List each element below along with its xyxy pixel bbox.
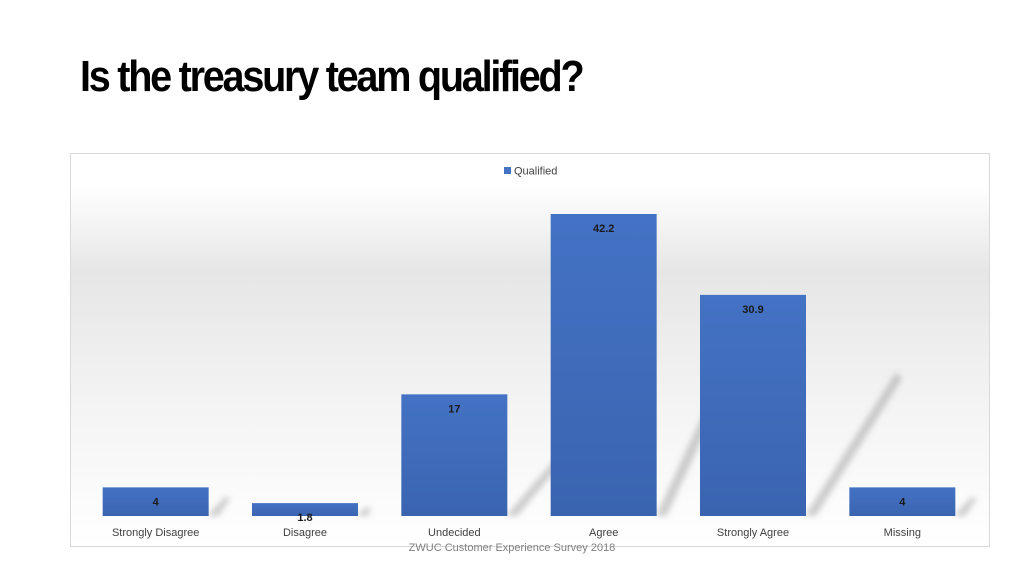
category-label: Missing <box>884 527 921 539</box>
legend-series-name: Qualified <box>514 166 557 178</box>
bars-group <box>102 214 956 516</box>
bar-strongly-agree <box>700 294 806 516</box>
bar-undecided <box>401 394 508 516</box>
slide-title: Is the treasury team qualified? <box>80 52 585 101</box>
bar-shadow <box>358 507 372 516</box>
data-labels-group: 4 1.8 17 42.2 30.9 4 <box>153 223 907 524</box>
chart-area: Qualified 4 1.8 17 42.2 30.9 4 Strongly Disag… <box>70 153 990 547</box>
category-labels-group: Strongly Disagree Disagree Undecided Agree S… <box>112 527 921 539</box>
bar-disagree <box>252 503 358 516</box>
bar-shadow <box>806 372 902 516</box>
legend-swatch <box>504 167 511 174</box>
bar-shadow <box>208 497 231 516</box>
bar-agree <box>550 214 657 516</box>
category-label: Strongly Agree <box>717 527 789 539</box>
chart-legend: Qualified <box>504 166 557 178</box>
bar-missing <box>849 487 956 516</box>
data-label: 30.9 <box>742 304 763 316</box>
survey-caption: ZWUC Customer Experience Survey 2018 <box>408 542 616 554</box>
category-label: Undecided <box>428 527 481 539</box>
category-label: Agree <box>589 527 618 539</box>
data-label: 42.2 <box>593 223 614 235</box>
category-label: Disagree <box>283 527 327 539</box>
data-label: 1.8 <box>297 512 312 524</box>
data-label: 4 <box>153 496 160 508</box>
bar-chart: Qualified 4 1.8 17 42.2 30.9 4 Strongly Disag… <box>102 166 978 539</box>
bar-shadow <box>955 497 978 516</box>
bar-strongly-disagree <box>102 487 209 516</box>
category-label: Strongly Disagree <box>112 527 199 539</box>
data-label: 4 <box>899 496 906 508</box>
data-label: 17 <box>448 403 460 415</box>
